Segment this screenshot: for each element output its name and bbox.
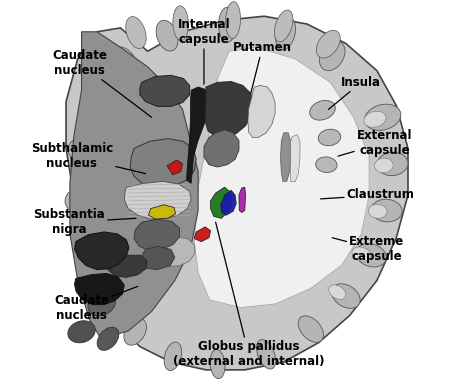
- Ellipse shape: [88, 292, 116, 316]
- Polygon shape: [74, 232, 129, 269]
- Polygon shape: [154, 237, 195, 266]
- Ellipse shape: [365, 104, 401, 130]
- Ellipse shape: [81, 89, 109, 115]
- Polygon shape: [74, 273, 124, 305]
- Polygon shape: [167, 160, 182, 175]
- Ellipse shape: [65, 189, 90, 213]
- Text: Putamen: Putamen: [233, 41, 292, 94]
- Polygon shape: [141, 246, 175, 269]
- Polygon shape: [194, 47, 369, 308]
- Ellipse shape: [364, 111, 386, 127]
- Text: External
capsule: External capsule: [338, 129, 412, 156]
- Polygon shape: [221, 190, 236, 215]
- Polygon shape: [124, 181, 191, 219]
- Text: Caudate
nucleus: Caudate nucleus: [54, 286, 138, 322]
- Ellipse shape: [368, 204, 387, 218]
- Polygon shape: [130, 139, 196, 188]
- Polygon shape: [194, 227, 210, 242]
- Ellipse shape: [298, 316, 323, 342]
- Ellipse shape: [109, 47, 136, 75]
- Polygon shape: [66, 16, 408, 370]
- Ellipse shape: [316, 30, 340, 58]
- Ellipse shape: [126, 17, 146, 48]
- Ellipse shape: [256, 340, 276, 369]
- Text: Substantia
nigra: Substantia nigra: [33, 208, 136, 236]
- Ellipse shape: [319, 41, 345, 71]
- Ellipse shape: [310, 100, 335, 120]
- Ellipse shape: [328, 285, 346, 300]
- Text: Claustrum: Claustrum: [320, 188, 415, 202]
- Text: Extreme
capsule: Extreme capsule: [332, 236, 404, 263]
- Ellipse shape: [74, 240, 99, 263]
- Polygon shape: [205, 82, 253, 138]
- Ellipse shape: [68, 321, 95, 343]
- Polygon shape: [281, 133, 291, 181]
- Polygon shape: [291, 135, 300, 181]
- Ellipse shape: [274, 10, 293, 42]
- Ellipse shape: [210, 349, 225, 379]
- Ellipse shape: [356, 243, 386, 267]
- Text: Globus pallidus
(external and internal): Globus pallidus (external and internal): [173, 222, 324, 368]
- Text: Caudate
nucleus: Caudate nucleus: [52, 49, 152, 117]
- Polygon shape: [186, 87, 209, 183]
- Ellipse shape: [377, 152, 408, 176]
- Polygon shape: [108, 255, 147, 277]
- Ellipse shape: [318, 129, 341, 146]
- Ellipse shape: [226, 2, 240, 39]
- Polygon shape: [148, 205, 175, 219]
- Text: Insula: Insula: [328, 76, 382, 110]
- Text: Subthalamic
nucleus: Subthalamic nucleus: [31, 142, 146, 174]
- Ellipse shape: [156, 20, 178, 51]
- Ellipse shape: [164, 342, 182, 370]
- Ellipse shape: [331, 284, 360, 308]
- Ellipse shape: [374, 158, 393, 173]
- Ellipse shape: [316, 157, 337, 172]
- Ellipse shape: [275, 18, 296, 50]
- Polygon shape: [248, 85, 275, 138]
- Ellipse shape: [371, 199, 402, 222]
- Polygon shape: [140, 75, 190, 106]
- Polygon shape: [134, 219, 180, 250]
- Ellipse shape: [173, 6, 189, 41]
- Polygon shape: [210, 187, 232, 218]
- Ellipse shape: [93, 284, 118, 308]
- Polygon shape: [239, 187, 246, 213]
- Polygon shape: [204, 130, 239, 167]
- Text: Internal
capsule: Internal capsule: [178, 18, 230, 84]
- Ellipse shape: [219, 7, 236, 42]
- Ellipse shape: [68, 138, 95, 162]
- Ellipse shape: [97, 327, 119, 350]
- Ellipse shape: [124, 318, 146, 345]
- Ellipse shape: [352, 247, 371, 261]
- Polygon shape: [70, 32, 198, 339]
